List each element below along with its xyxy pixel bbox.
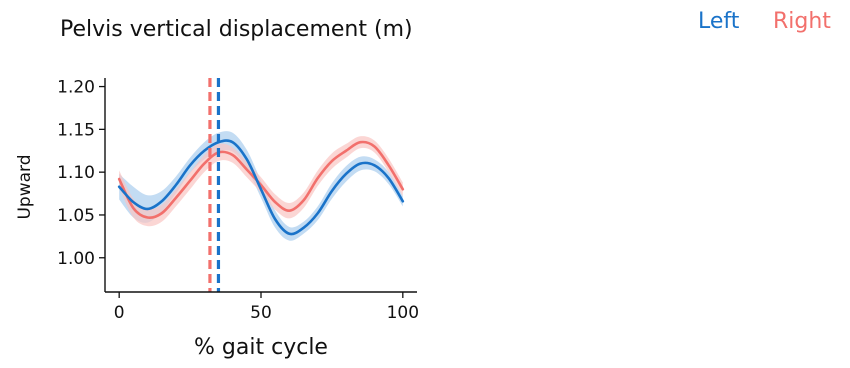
chart-title: Pelvis vertical displacement (m)	[60, 17, 413, 42]
y-tick-label: 1.10	[57, 163, 95, 183]
x-axis-ticks: 0 50 100	[114, 292, 419, 323]
x-tick-label: 0	[114, 303, 125, 323]
y-axis-label: Upward	[15, 154, 35, 219]
legend-right: Right	[773, 9, 831, 34]
y-tick-label: 1.20	[57, 78, 95, 98]
heel-strike-markers	[208, 78, 221, 292]
line-left	[117, 139, 405, 236]
series-lines	[117, 139, 405, 236]
x-tick-label: 100	[387, 303, 419, 323]
x-tick-label: 50	[250, 303, 272, 323]
band-right	[119, 136, 403, 227]
line-right	[117, 140, 405, 220]
x-axis-label: % gait cycle	[194, 335, 328, 360]
legend-left: Left	[698, 9, 740, 34]
y-tick-label: 1.05	[57, 206, 95, 226]
y-tick-label: 1.15	[57, 120, 95, 140]
y-axis-ticks: 1.00 1.05 1.10 1.15 1.20	[57, 78, 105, 269]
y-tick-label: 1.00	[57, 249, 95, 269]
